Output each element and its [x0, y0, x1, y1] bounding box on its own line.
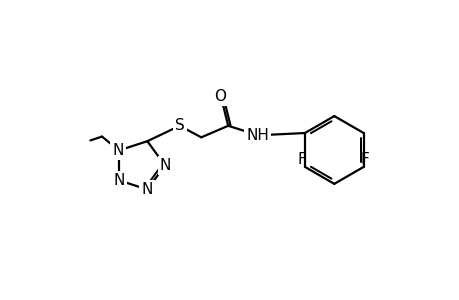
- Text: N: N: [160, 158, 171, 173]
- Text: S: S: [174, 118, 184, 133]
- Text: methyl: methyl: [93, 130, 98, 131]
- Text: O: O: [214, 89, 226, 104]
- Text: F: F: [360, 152, 369, 167]
- Text: N: N: [112, 143, 123, 158]
- Text: N: N: [113, 173, 124, 188]
- Text: NH: NH: [246, 128, 269, 142]
- Text: N: N: [141, 182, 153, 197]
- Text: F: F: [297, 152, 306, 167]
